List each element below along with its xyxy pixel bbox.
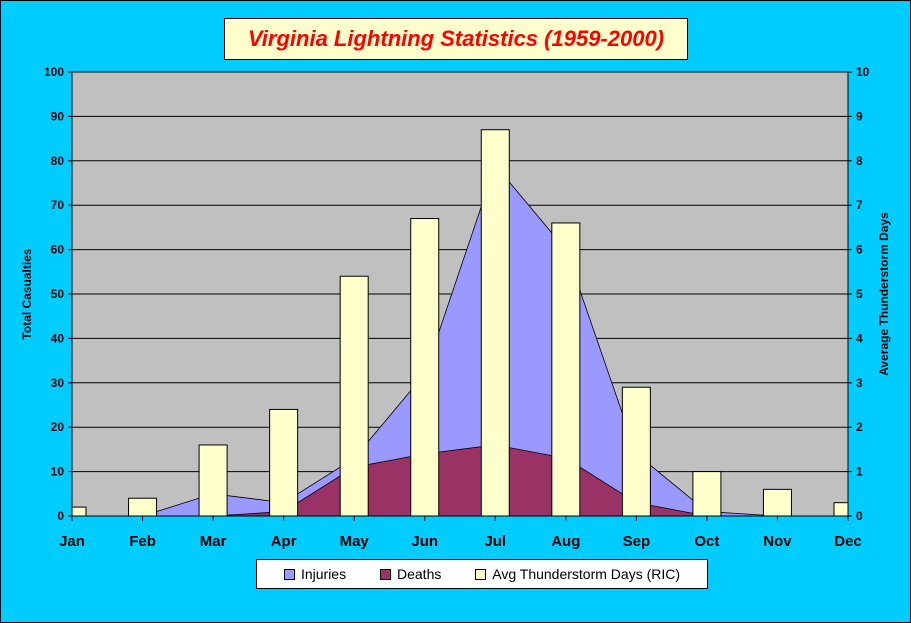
bar-sep: [621, 386, 651, 517]
legend-swatch-deaths: [380, 568, 391, 580]
x-tick-label: May: [340, 533, 370, 550]
y-axis-label: Total Casualties: [20, 248, 34, 339]
legend-label-thunderstorm-days: Avg Thunderstorm Days (RIC): [492, 566, 681, 582]
x-tick-label: Feb: [129, 533, 156, 550]
bar-oct: [692, 471, 722, 517]
bar-nov: [762, 488, 792, 517]
y-tick-label: 30: [51, 376, 65, 390]
bar-may: [339, 275, 369, 517]
y-tick-label: 70: [51, 198, 65, 212]
y-tick-label: 40: [51, 331, 65, 345]
y-tick-label: 80: [51, 154, 65, 168]
bar-feb: [128, 497, 158, 517]
y2-tick-label: 0: [856, 509, 863, 523]
bar-aug: [551, 222, 581, 517]
y-tick-label: 10: [51, 465, 65, 479]
y2-tick-label: 1: [856, 465, 863, 479]
x-tick-label: Dec: [834, 533, 862, 550]
x-tick-label: Aug: [551, 533, 580, 550]
y2-tick-label: 7: [856, 198, 863, 212]
x-tick-label: Nov: [763, 533, 792, 550]
y-tick-label: 90: [51, 109, 65, 123]
y2-tick-label: 8: [856, 154, 863, 168]
y-tick-label: 60: [51, 243, 65, 257]
y2-tick-label: 9: [856, 109, 863, 123]
chart-title-box: Virginia Lightning Statistics (1959-2000…: [224, 18, 688, 60]
chart-title: Virginia Lightning Statistics (1959-2000…: [247, 26, 665, 51]
x-tick-label: Jul: [484, 533, 506, 550]
y-tick-label: 20: [51, 420, 65, 434]
x-tick-label: Jan: [59, 533, 85, 550]
axes: 0 10 20 30 40 50 60 70 80 90 100 0 1 2 3 4 5 6 7 8 9 10 Jan Feb…: [44, 65, 870, 550]
x-tick-label: Apr: [271, 533, 297, 550]
y2-tick-label: 10: [856, 65, 870, 79]
y-tick-label: 50: [51, 287, 65, 301]
legend: Injuries Deaths Avg Thunderstorm Days (R…: [256, 559, 708, 589]
x-tick-label: Sep: [623, 533, 651, 550]
x-tick-label: Mar: [200, 533, 227, 550]
y-tick-label: 0: [57, 509, 64, 523]
legend-label-injuries: Injuries: [300, 566, 347, 582]
legend-swatch-thunderstorm-days: [475, 568, 487, 580]
y2-tick-label: 4: [856, 331, 863, 345]
y2-tick-label: 2: [856, 420, 863, 434]
y2-tick-label: 5: [856, 287, 863, 301]
legend-item-injuries: Injuries: [283, 566, 347, 582]
x-tick-label: Jun: [411, 533, 438, 550]
bar-jul: [480, 129, 510, 517]
bar-jan: [71, 506, 87, 517]
bar-mar: [198, 444, 228, 517]
legend-item-deaths: Deaths: [380, 566, 441, 582]
bar-apr: [269, 408, 299, 517]
y2-axis-label: Average Thunderstorm Days: [877, 212, 891, 376]
legend-label-deaths: Deaths: [397, 566, 442, 582]
x-tick-label: Oct: [694, 533, 719, 550]
bar-jun: [410, 218, 440, 517]
bar-series: [71, 129, 849, 517]
y-tick-label: 100: [44, 65, 64, 79]
bar-dec: [833, 502, 849, 517]
legend-item-thunderstorm-days: Avg Thunderstorm Days (RIC): [475, 566, 680, 582]
legend-swatch-injuries: [283, 568, 295, 580]
y2-tick-label: 6: [856, 243, 863, 257]
y2-tick-label: 3: [856, 376, 863, 390]
